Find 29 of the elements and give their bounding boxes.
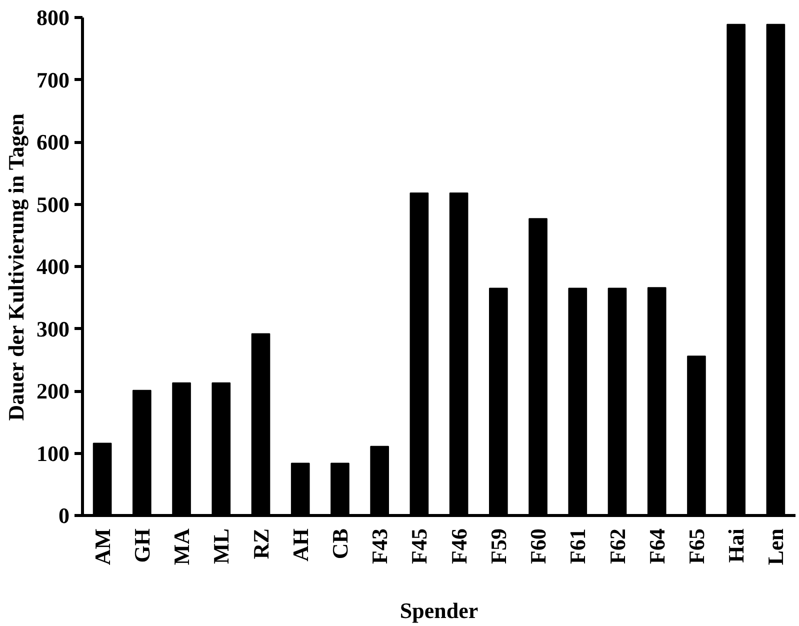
x-tick-label: F43 <box>367 528 392 564</box>
x-tick-label: AM <box>90 528 115 566</box>
x-tick-label: F59 <box>486 528 511 564</box>
x-axis-title: Spender <box>400 598 478 624</box>
x-tick-label: AH <box>288 528 313 562</box>
y-tick-label: 700 <box>36 67 70 92</box>
x-tick-label: F45 <box>406 528 432 564</box>
x-tick-label: MA <box>169 528 194 566</box>
x-tick-label: ML <box>208 528 234 564</box>
y-tick-label: 400 <box>36 254 70 279</box>
x-tick-label: Len <box>763 528 788 566</box>
x-tick-label: Hai <box>724 528 749 563</box>
x-tick-label: F64 <box>644 528 670 564</box>
y-tick-label: 0 <box>58 503 70 528</box>
y-tick-label: 200 <box>36 378 70 404</box>
y-tick-label: 300 <box>36 316 70 342</box>
y-tick-label: 500 <box>36 192 70 217</box>
x-tick-label: GH <box>129 528 154 563</box>
y-tick-label: 600 <box>36 130 70 154</box>
x-tick-label: F46 <box>446 528 472 564</box>
x-tick-label: RZ <box>248 528 274 560</box>
x-tick-label: F65 <box>684 528 709 564</box>
y-tick-label: 800 <box>36 5 70 30</box>
y-axis-title: Dauer der Kultivierung in Tagen <box>4 113 28 421</box>
x-tick-label: F60 <box>526 528 551 564</box>
x-tick-label: CB <box>327 528 352 560</box>
x-tick-label: F62 <box>604 528 630 564</box>
x-tick-label: F61 <box>565 528 590 564</box>
y-tick-label: 100 <box>36 440 70 466</box>
